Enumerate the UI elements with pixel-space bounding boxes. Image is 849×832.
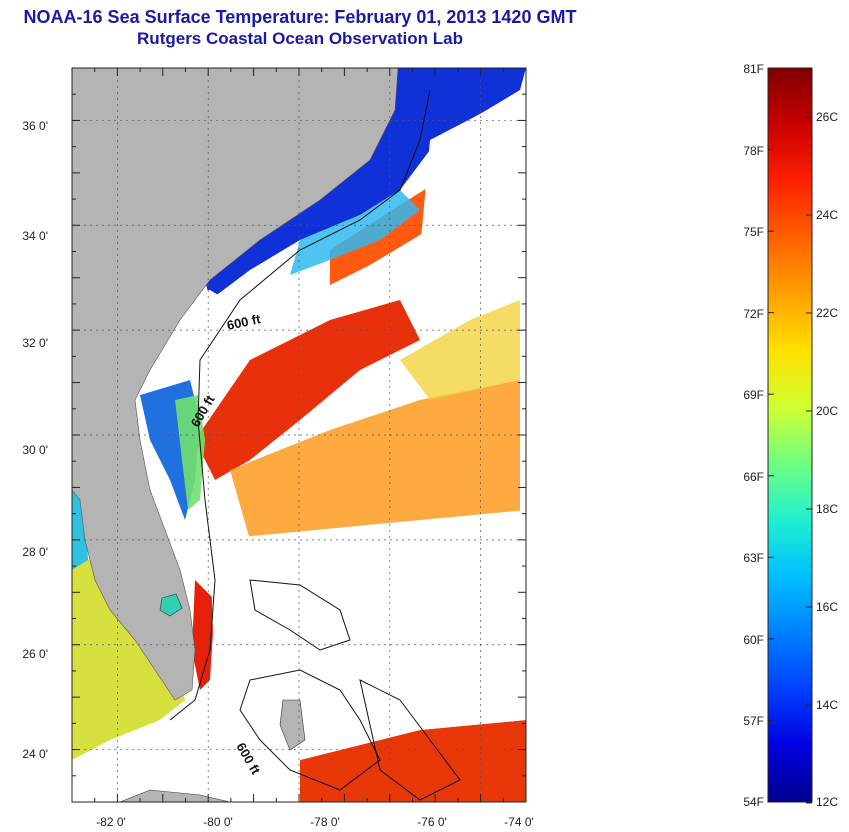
- sst-yellow-offshore: [400, 300, 520, 400]
- lat-tick-label: 26 0': [22, 647, 48, 661]
- contour-little-bahama-bank: [249, 579, 351, 651]
- sst-warm-gulfstream: [195, 300, 420, 480]
- lat-tick-label: 34 0': [22, 229, 48, 243]
- colorbar-f-label: 60F: [743, 633, 764, 647]
- lon-tick-label: -78 0': [310, 815, 340, 829]
- cloud-area-offshore-north: [420, 90, 526, 300]
- sst-orange-offshore: [230, 380, 520, 560]
- fahrenheit-labels: 81F 78F 75F 72F 69F 66F 63F 60F 57F 54F: [743, 62, 764, 809]
- colorbar-c-label: 14C: [816, 698, 838, 712]
- lon-tick-label: -80 0': [203, 815, 233, 829]
- map-plot-area: 600 ft 600 ft 600 ft: [72, 68, 526, 802]
- colorbar-c-label: 26C: [816, 110, 838, 124]
- colorbar-c-label: 22C: [816, 306, 838, 320]
- sst-green-shelf-south: [175, 395, 205, 510]
- colorbar-c-label: 24C: [816, 208, 838, 222]
- lat-tick-label: 30 0': [22, 443, 48, 457]
- lon-tick-label: -74 0': [504, 815, 534, 829]
- contour-bank-south: [359, 679, 461, 801]
- sst-southeast-warm: [300, 720, 526, 802]
- sst-gulf-shelf: [72, 560, 185, 760]
- colorbar-f-label: 72F: [743, 307, 764, 321]
- colorbar: 81F 78F 75F 72F 69F 66F 63F 60F 57F 54F …: [743, 62, 838, 809]
- lat-tick-label: 32 0': [22, 336, 48, 350]
- colorbar-f-label: 81F: [743, 62, 764, 76]
- colorbar-c-label: 16C: [816, 600, 838, 614]
- land-southeast-us: [72, 68, 399, 701]
- colorbar-c-label: 18C: [816, 502, 838, 516]
- land-bahamas-andros: [279, 699, 306, 751]
- lat-tick-label: 36 0': [22, 119, 48, 133]
- contour-label-1: 600 ft: [226, 311, 263, 333]
- colorbar-ticks: [768, 67, 812, 804]
- lon-tick-label: -76 0': [417, 815, 447, 829]
- subtitle-line: Rutgers Coastal Ocean Observation Lab: [137, 29, 463, 48]
- lat-tick-label: 28 0': [22, 545, 48, 559]
- colorbar-f-label: 54F: [743, 795, 764, 809]
- colorbar-f-label: 57F: [743, 714, 764, 728]
- lat-tick-label: 24 0': [22, 747, 48, 761]
- contour-great-bahama-bank: [239, 669, 381, 791]
- contour-600ft-shelf: [169, 89, 431, 721]
- colorbar-f-label: 75F: [743, 225, 764, 239]
- colorbar-f-label: 69F: [743, 388, 764, 402]
- colorbar-f-label: 78F: [743, 144, 764, 158]
- graticule: [72, 68, 526, 802]
- colorbar-f-label: 63F: [743, 551, 764, 565]
- land-lake-okeechobee: [159, 593, 183, 617]
- sst-warm-band-ne: [330, 180, 455, 285]
- axis-ticks: [71, 67, 527, 803]
- map-title: NOAA-16 Sea Surface Temperature: Februar…: [0, 6, 600, 50]
- cloud-area-south: [210, 510, 526, 760]
- sst-cold-shelf-north: [205, 68, 526, 300]
- lon-tick-label: -82 0': [96, 815, 126, 829]
- sst-florida-current: [192, 580, 215, 690]
- colorbar-f-label: 66F: [743, 470, 764, 484]
- colorbar-c-label: 20C: [816, 404, 838, 418]
- title-line: NOAA-16 Sea Surface Temperature: Februar…: [23, 7, 577, 27]
- celsius-labels: 26C 24C 22C 20C 18C 16C 14C 12C: [816, 110, 838, 809]
- colorbar-c-label: 12C: [816, 795, 838, 809]
- colorbar-scale: [767, 67, 813, 803]
- land-cuba: [119, 789, 231, 802]
- sst-cyan-shelf: [290, 190, 420, 275]
